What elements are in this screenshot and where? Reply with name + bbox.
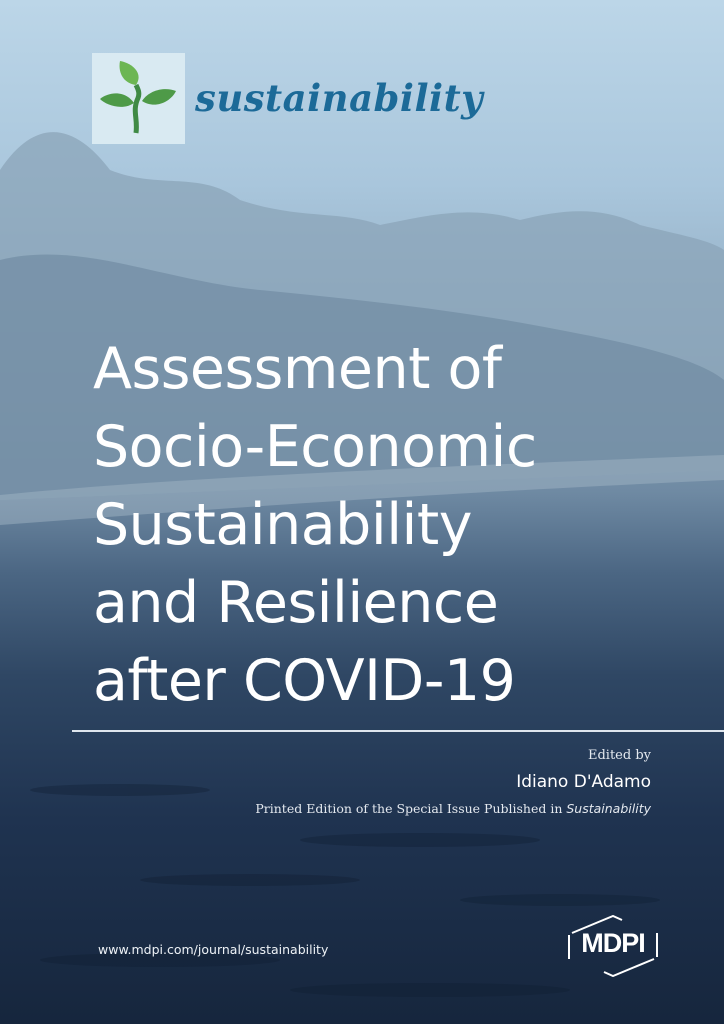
beach-strip [0,455,724,525]
hill-shadow [0,254,724,500]
editor-name: Idiano D'Adamo [516,772,651,792]
journal-url: www.mdpi.com/journal/sustainability [98,942,329,957]
title-line: and Resilience [93,570,499,636]
publisher-logo-text: MDPI [581,928,646,958]
book-title: Assessment of Socio-Economic Sustainabil… [93,330,537,720]
publisher-logo: MDPI [566,915,660,977]
water-ripples [30,784,660,997]
journal-logo-icon-box [92,53,185,144]
title-line: Socio-Economic [93,414,537,480]
leaf-sprout-icon [100,61,176,134]
journal-logo-text: sustainability [195,76,484,120]
hexagon-icon [568,915,658,977]
title-line: Assessment of [93,336,502,402]
printed-edition-note: Printed Edition of the Special Issue Pub… [255,801,651,816]
divider [72,730,724,732]
title-line: Sustainability [93,492,472,558]
printed-edition-prefix: Printed Edition of the Special Issue Pub… [255,801,563,816]
title-line: after COVID-19 [93,648,516,714]
edited-by-label: Edited by [587,748,651,763]
printed-edition-journal: Sustainability [566,801,651,816]
